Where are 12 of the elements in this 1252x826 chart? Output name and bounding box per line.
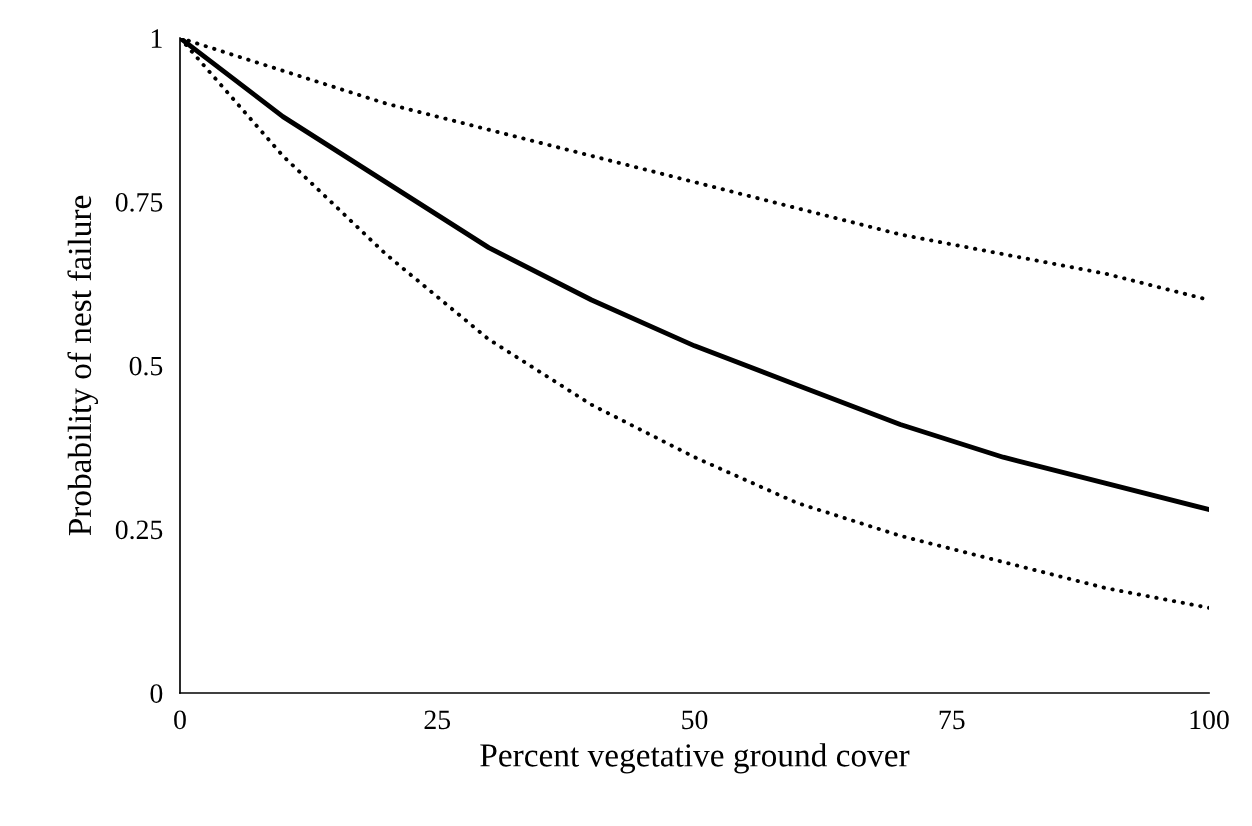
- y-tick-label: 0: [150, 684, 163, 703]
- y-tick-label: 1: [151, 29, 162, 48]
- y-axis-title: Probability of nest failure: [67, 195, 99, 536]
- x-tick-label: 50: [682, 710, 708, 730]
- x-axis-title: Percent vegetative ground cover: [480, 743, 910, 774]
- x-tick-label: 75: [939, 710, 965, 730]
- y-tick-label: 0.5: [129, 356, 163, 376]
- y-tick-label: 0.25: [115, 520, 163, 540]
- x-tick-label: 0: [174, 710, 186, 730]
- x-tick-label: 25: [424, 710, 451, 730]
- x-tick-label: 100: [1190, 710, 1229, 730]
- y-tick-label: 0.75: [115, 192, 163, 212]
